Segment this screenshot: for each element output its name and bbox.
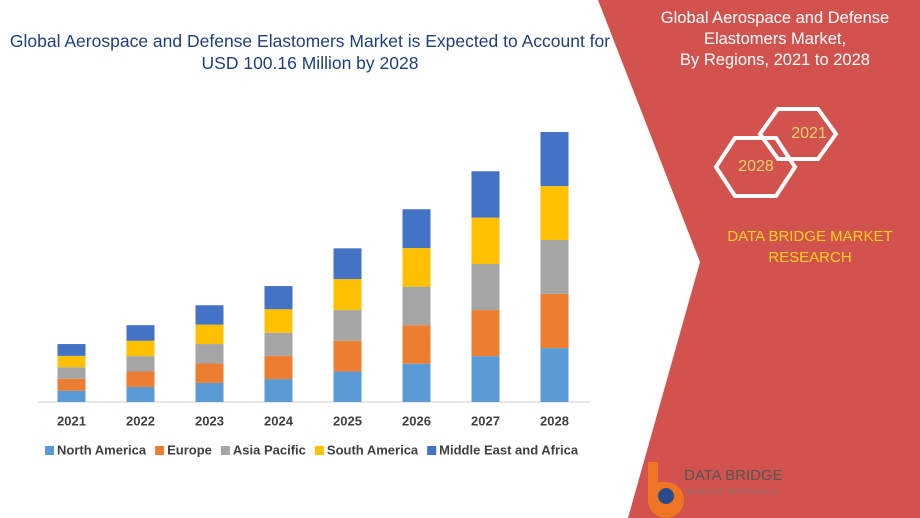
- bar-segment: [540, 186, 569, 240]
- legend-swatch: [155, 446, 165, 455]
- bar-segment: [402, 363, 431, 402]
- bar-segment: [333, 340, 362, 372]
- chart-title: Global Aerospace and Defense Elastomers …: [9, 31, 611, 73]
- x-tick-label: 2025: [333, 413, 362, 428]
- panel-title-line: Elastomers Market,: [703, 30, 847, 48]
- bar-segment: [264, 286, 293, 310]
- bar-segment: [126, 371, 155, 387]
- legend-swatch: [45, 446, 54, 455]
- bar-segment: [195, 305, 224, 325]
- side-panel: [598, 0, 920, 518]
- bar-segment: [540, 348, 569, 402]
- bar-segment: [195, 324, 224, 345]
- hexagons: [713, 107, 839, 198]
- bar-segment: [264, 332, 293, 356]
- x-tick-label: 2022: [126, 413, 155, 428]
- bar-segment: [471, 356, 500, 402]
- bar-segment: [402, 325, 431, 364]
- bar-segment: [402, 248, 431, 287]
- x-tick-label: 2021: [57, 413, 86, 428]
- bar-segment: [471, 263, 500, 311]
- bar-segment: [402, 286, 431, 326]
- bar-segment: [126, 386, 155, 402]
- hex-label: 2028: [738, 158, 774, 175]
- bar-segment: [471, 171, 500, 218]
- bar-segment: [540, 239, 569, 294]
- legend-swatch: [427, 446, 437, 455]
- bar-segment: [57, 367, 86, 379]
- bar-segment: [195, 344, 224, 364]
- x-tick-label: 2024: [264, 413, 294, 428]
- bar-segment: [264, 355, 293, 380]
- bar-segment: [540, 132, 569, 187]
- x-tick-label: 2028: [540, 413, 569, 428]
- brand-text: DATA BRIDGE MARKET RESEARCH: [727, 228, 893, 266]
- bar-segment: [333, 248, 362, 280]
- bar-segment: [57, 355, 86, 368]
- bar-segment: [126, 325, 155, 341]
- bar-segment: [57, 390, 86, 402]
- legend-swatch: [314, 446, 324, 455]
- legend-label: North America: [57, 442, 147, 457]
- x-tick-label: 2026: [402, 413, 431, 428]
- hex-label: 2021: [791, 125, 827, 142]
- logo-name: DATA BRIDGE: [684, 467, 783, 484]
- legend-label: South America: [327, 442, 419, 457]
- bar-segment: [333, 310, 362, 341]
- bar-segment: [195, 382, 224, 402]
- logo-icon: [648, 462, 684, 518]
- bar-segment: [471, 310, 500, 357]
- bar-segment: [57, 344, 86, 356]
- bar-segment: [126, 356, 155, 372]
- x-tick-label: 2027: [471, 413, 500, 428]
- panel-title: Global Aerospace and Defense Elastomers …: [630, 8, 920, 71]
- bar-segment: [264, 379, 293, 402]
- legend-label: Asia Pacific: [233, 442, 306, 457]
- bar-segment: [333, 371, 362, 402]
- panel-title-line: Global Aerospace and Defense: [660, 9, 890, 27]
- bar-segment: [402, 209, 431, 249]
- legend-label: Middle East and Africa: [439, 442, 579, 457]
- logo-tagline: MARKET RESEARCH: [686, 489, 778, 496]
- legend-swatch: [220, 446, 230, 455]
- x-tick-label: 2023: [195, 413, 224, 428]
- legend-label: Europe: [167, 442, 212, 457]
- bar-segment: [333, 279, 362, 311]
- bar-segment: [264, 309, 293, 333]
- bar-segment: [57, 378, 86, 391]
- bar-segment: [195, 363, 224, 383]
- bar-segment: [540, 293, 569, 349]
- bar-segment: [126, 340, 155, 357]
- bar-segment: [471, 217, 500, 264]
- panel-title-line: By Regions, 2021 to 2028: [680, 51, 870, 69]
